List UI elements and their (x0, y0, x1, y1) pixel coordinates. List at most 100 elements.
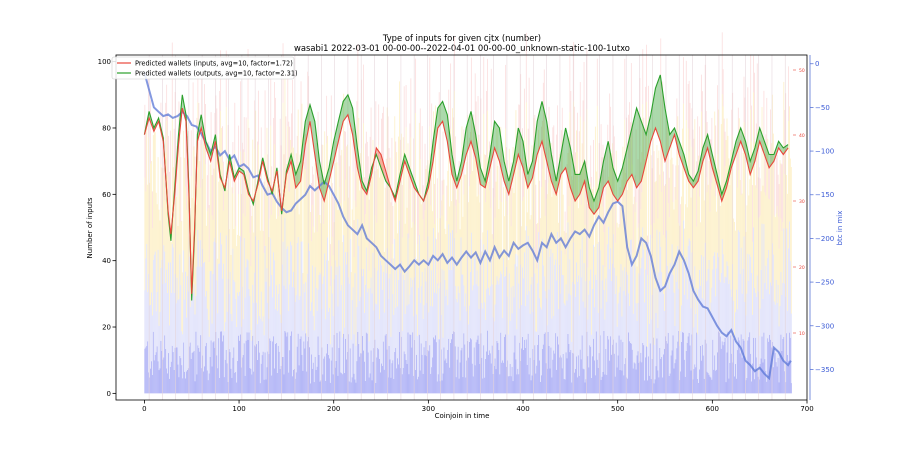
bar-segment (581, 236, 583, 336)
bar-segment (757, 291, 759, 377)
bar-segment (431, 158, 433, 271)
bar-segment (183, 342, 185, 394)
bar-segment (570, 153, 572, 296)
bar-segment (592, 356, 594, 394)
bar-segment (463, 333, 465, 394)
bar-segment (262, 230, 264, 317)
bar-segment (243, 152, 245, 238)
bar-segment (318, 354, 320, 394)
bar-segment (170, 361, 172, 394)
bar-segment (291, 149, 293, 246)
bar-segment (594, 126, 596, 275)
bar-segment (412, 183, 414, 222)
bar-segment (260, 185, 262, 292)
bar-segment (230, 254, 232, 314)
bar-segment (163, 357, 165, 394)
bar-segment (743, 236, 745, 341)
y-axis-label: Number of inputs (86, 197, 94, 258)
bar-segment (407, 332, 409, 394)
bar-segment (414, 224, 416, 278)
bar-segment (574, 372, 576, 394)
bar-segment (626, 271, 628, 378)
bar-segment (617, 303, 619, 356)
bar-segment (160, 267, 162, 341)
bar-segment (642, 227, 644, 343)
bar-segment (324, 131, 326, 254)
bar-segment (235, 371, 237, 394)
series-lines (143, 72, 792, 381)
bar-segment (433, 227, 435, 338)
bar-segment (600, 379, 602, 394)
bar-segment (218, 263, 220, 339)
bar-segment (744, 97, 746, 164)
bar-segment (649, 128, 651, 235)
bar-segment (606, 186, 608, 302)
bar-segment (590, 346, 592, 394)
bar-segment (434, 105, 436, 239)
bar-segment (560, 176, 562, 251)
difference-fill (750, 147, 755, 175)
bar-segment (439, 381, 441, 394)
bar-segment (381, 112, 383, 158)
bar-segment (565, 284, 567, 353)
bar-segment (646, 346, 647, 394)
bar-segment (631, 123, 633, 165)
bar-segment (206, 175, 208, 212)
bar-segment (697, 116, 699, 189)
outputs-line (143, 74, 789, 301)
bar-segment (177, 364, 179, 394)
bar-segment (293, 287, 295, 369)
difference-fill (300, 121, 306, 182)
bar-segment (667, 273, 669, 333)
bar-segment (334, 367, 336, 394)
bar-segment (574, 169, 576, 285)
bar-segment (768, 162, 770, 199)
bar-segment (756, 275, 758, 370)
bar-segment (171, 345, 173, 394)
bar-segment (329, 244, 331, 286)
bar-segment (326, 95, 328, 144)
bar-segment (216, 160, 218, 281)
bar-segment (618, 292, 620, 336)
bar-segment (749, 179, 751, 255)
y2-axis-label: btc in mix (836, 211, 844, 246)
bar-segment (510, 376, 512, 394)
bar-segment (196, 187, 198, 267)
bar-segment (206, 370, 208, 394)
bar-segment (671, 157, 673, 245)
bar-segment (154, 132, 156, 252)
bar-segment (608, 176, 610, 227)
bar-segment (266, 367, 268, 394)
bar-segment (197, 102, 199, 230)
bar-segment (263, 181, 265, 253)
bar-segment (730, 149, 732, 290)
bar-segment (614, 293, 616, 377)
bar-segment (533, 359, 535, 394)
bar-segment (168, 135, 169, 205)
bar-segment (351, 377, 353, 394)
bar-segment (654, 288, 656, 380)
bar-segment (594, 307, 595, 361)
bar-segment (718, 169, 720, 280)
bar-segment (300, 336, 302, 394)
difference-fill (343, 94, 348, 122)
bar-segment (255, 346, 257, 394)
bar-segment (330, 266, 332, 361)
bar-segment (411, 347, 413, 394)
bar-segment (231, 187, 233, 322)
bar-segment (256, 193, 257, 303)
bar-segment (205, 290, 207, 343)
bar-segment (760, 191, 762, 270)
bar-segment (579, 249, 581, 350)
bar-segment (190, 295, 192, 359)
bar-segment (475, 101, 477, 156)
bar-segment (569, 56, 571, 113)
bar-segment (660, 358, 662, 394)
bar-segment (232, 142, 234, 194)
difference-fill (646, 114, 651, 162)
bar-segment (610, 336, 612, 394)
bar-segment (706, 280, 708, 372)
bar-segment (504, 216, 505, 277)
bar-segment (256, 344, 257, 394)
bar-segment (789, 158, 791, 262)
